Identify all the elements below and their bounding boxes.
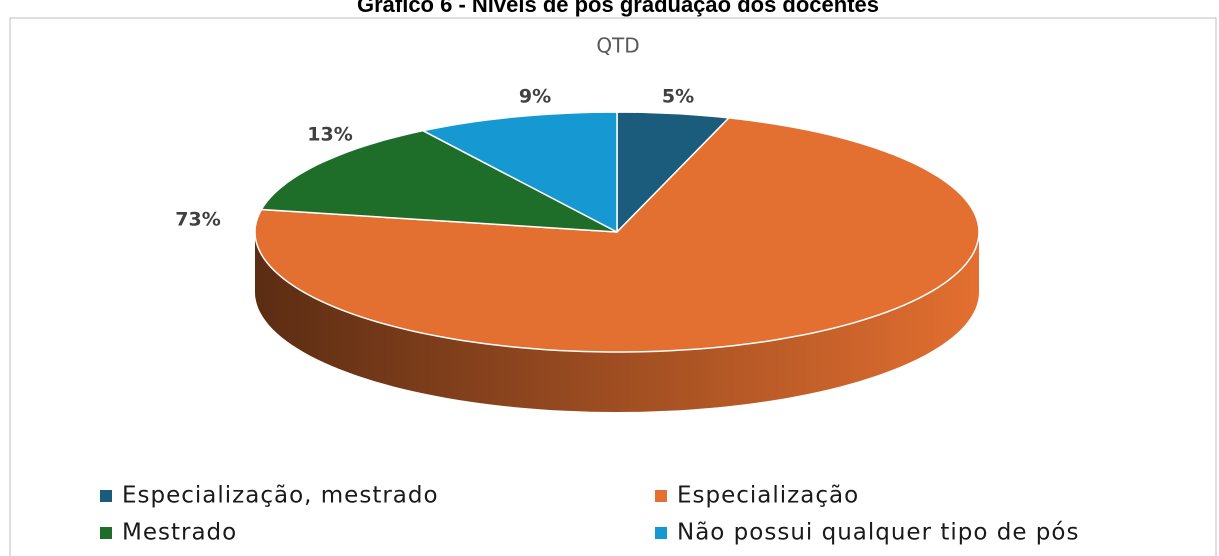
legend-label: Especialização bbox=[677, 483, 859, 509]
legend-swatch bbox=[100, 527, 112, 539]
slice bbox=[422, 111, 618, 233]
data-label: 9% bbox=[519, 86, 551, 108]
chart-title: Gráfico 6 - Níveis de pós graduação dos … bbox=[357, 0, 879, 17]
legend-label: Mestrado bbox=[122, 520, 237, 546]
slice bbox=[616, 111, 730, 233]
legend-label: Especialização, mestrado bbox=[122, 483, 439, 509]
data-label: 73% bbox=[175, 209, 220, 231]
slice bbox=[254, 117, 980, 353]
legend-label: Não possui qualquer tipo de pós bbox=[677, 520, 1079, 546]
chart-subtitle: QTD bbox=[596, 34, 639, 58]
slice-side-shade bbox=[255, 232, 979, 412]
slice bbox=[260, 129, 618, 233]
legend-swatch bbox=[100, 490, 112, 502]
data-label: 5% bbox=[662, 86, 694, 108]
legend-swatch bbox=[655, 490, 667, 502]
data-label: 13% bbox=[307, 124, 352, 146]
legend-swatch bbox=[655, 527, 667, 539]
